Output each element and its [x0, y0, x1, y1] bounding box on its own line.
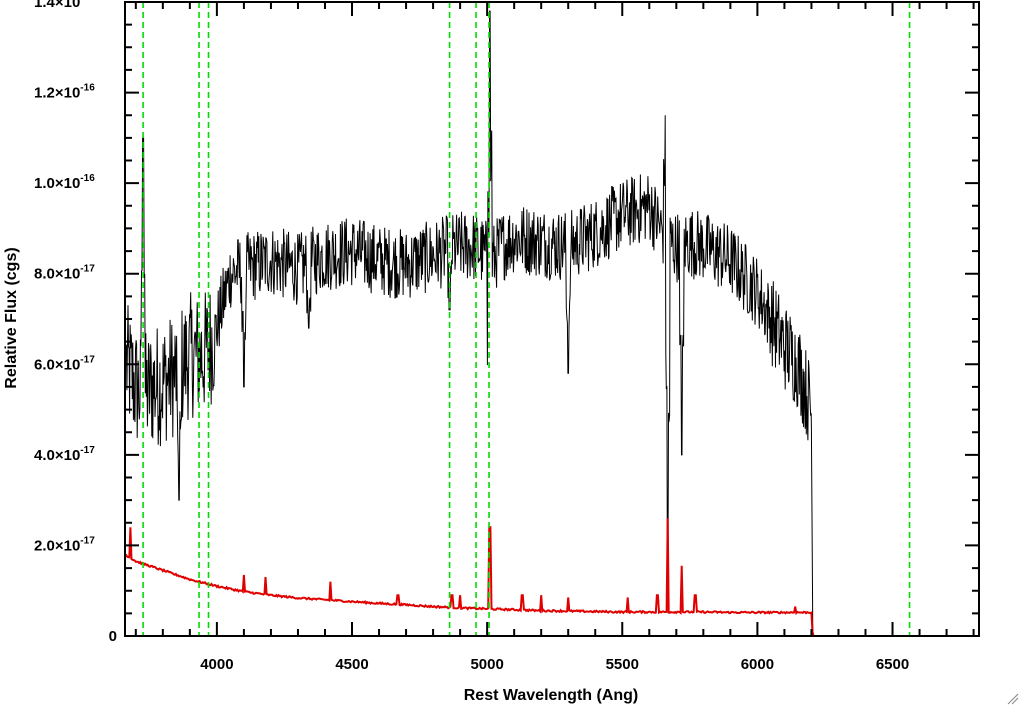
- y-tick-label: 1.4×10-16: [34, 0, 95, 11]
- tick-labels: 4000 4500 5000 5500 6000 6500 0 2.0×10-17 4.0×10…: [34, 0, 909, 673]
- x-tick-label: 6500: [876, 656, 909, 673]
- x-tick-label: 5500: [606, 656, 639, 673]
- x-tick-label: 5000: [470, 656, 503, 673]
- y-tick-label: 1.2×10-16: [34, 83, 95, 102]
- x-tick-label: 4000: [200, 656, 233, 673]
- y-tick-label: 1.0×10-16: [34, 173, 95, 192]
- x-tick-label: 4500: [335, 656, 368, 673]
- y-axis-title: Relative Flux (cgs): [3, 247, 20, 388]
- y-tick-label: 6.0×10-17: [34, 354, 95, 373]
- plot-frame: [124, 1, 980, 637]
- x-axis-title: Rest Wavelength (Ang): [464, 687, 639, 704]
- ticks: [125, 1, 979, 637]
- reference-lines: [142, 2, 911, 636]
- y-tick-label: 8.0×10-17: [34, 264, 95, 283]
- plot-area: [124, 10, 979, 637]
- model-line: [124, 518, 979, 637]
- y-tick-label: 4.0×10-17: [34, 445, 95, 464]
- spectrum-line: [125, 10, 814, 637]
- resize-grip-icon[interactable]: [1007, 693, 1019, 705]
- y-tick-label: 2.0×10-17: [34, 535, 95, 554]
- y-tick-label: 0: [109, 628, 117, 645]
- x-tick-label: 6000: [741, 656, 774, 673]
- axis-ticks: [125, 1, 979, 637]
- axes: [124, 1, 980, 637]
